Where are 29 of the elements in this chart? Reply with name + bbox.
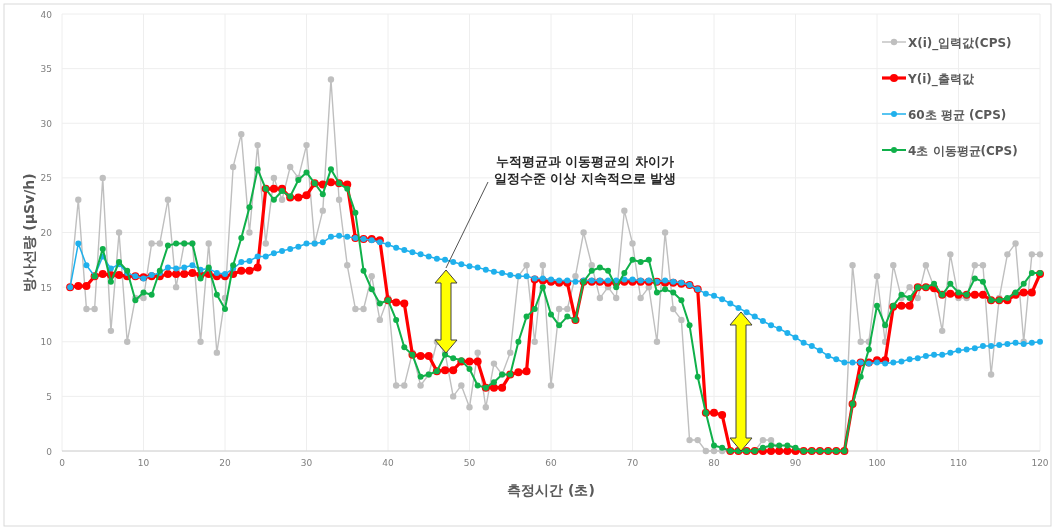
x-tick-label: 30 <box>300 458 313 468</box>
x-tick-label: 10 <box>137 458 150 468</box>
y-tick-label: 30 <box>40 118 53 129</box>
y-tick-label: 10 <box>40 337 53 348</box>
y-axis-title: 방사선량 (μSv/h) <box>21 173 37 292</box>
legend-label: X(i)_입력값(CPS) <box>908 35 1012 51</box>
x-tick-label: 100 <box>868 458 886 468</box>
x-tick-label: 50 <box>463 458 476 468</box>
x-tick-label: 120 <box>1031 458 1049 468</box>
x-tick-label: 40 <box>382 458 394 468</box>
x-tick-label: 70 <box>626 458 639 468</box>
y-tick-label: 15 <box>40 282 52 293</box>
x-axis-title: 측정시간 (초) <box>507 482 595 498</box>
x-tick-label: 90 <box>789 458 802 468</box>
y-tick-label: 20 <box>40 228 53 238</box>
legend-label: 4초 이동평균(CPS) <box>908 143 1018 158</box>
y-tick-label: 0 <box>46 446 53 457</box>
y-tick-label: 40 <box>40 9 53 20</box>
annotation: 누적평균과 이동평균의 차이가 일정수준 이상 지속적으로 발생 <box>493 154 677 186</box>
y-tick-label: 5 <box>46 391 52 402</box>
x-tick-label: 20 <box>219 458 231 468</box>
x-tick-label: 60 <box>545 458 557 468</box>
x-tick-label: 0 <box>59 458 66 468</box>
legend-label: 60초 평균 (CPS) <box>908 107 1007 122</box>
x-tick-label: 80 <box>708 458 720 468</box>
y-tick-label: 25 <box>40 173 52 184</box>
x-tick-label: 110 <box>949 458 968 468</box>
y-tick-label: 35 <box>40 64 52 75</box>
legend-label: Y(i)_출력값 <box>907 71 975 87</box>
